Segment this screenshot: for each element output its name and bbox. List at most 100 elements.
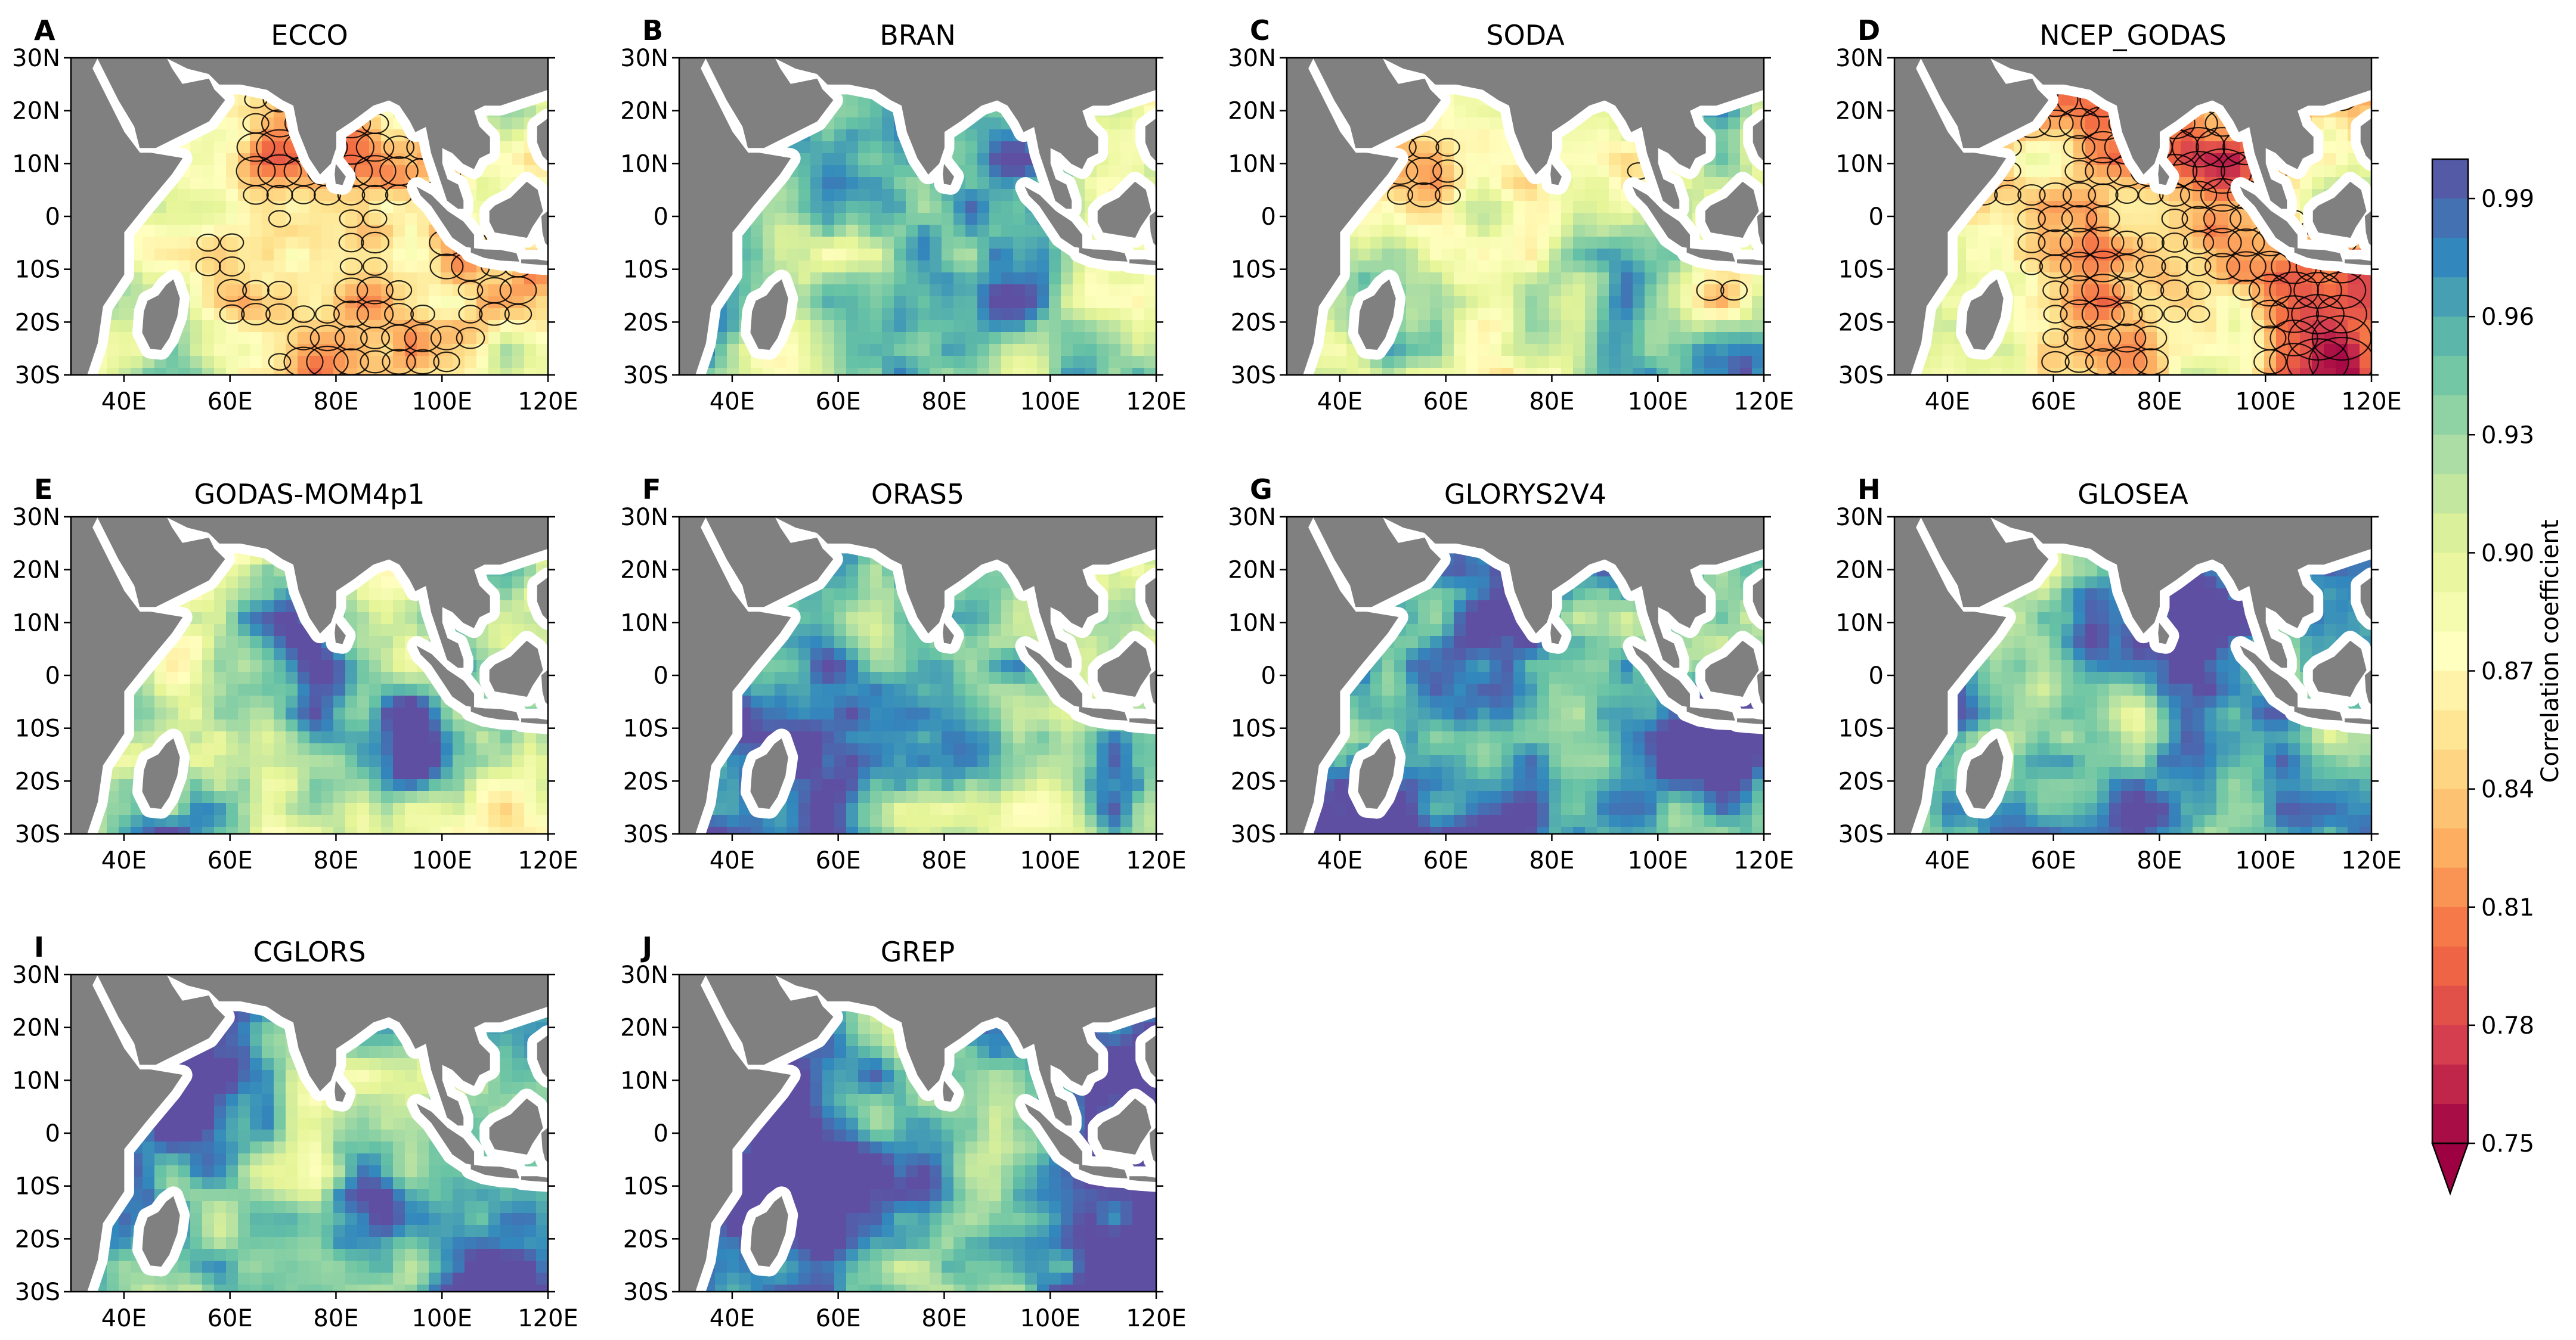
- field-cell: [834, 332, 847, 345]
- field-cell: [405, 249, 417, 261]
- field-cell: [953, 344, 966, 356]
- field-cell: [798, 141, 811, 154]
- contour-line: [361, 231, 389, 254]
- field-cell: [1645, 368, 1657, 375]
- field-cell: [1561, 272, 1574, 285]
- field-cell: [1144, 356, 1156, 368]
- field-cell: [1704, 272, 1717, 285]
- field-cell: [262, 368, 274, 375]
- field-cell: [2038, 356, 2050, 368]
- field-cell: [1085, 284, 1097, 297]
- field-cell: [1573, 284, 1586, 297]
- field-cell: [1418, 153, 1431, 166]
- field-cell: [1442, 356, 1454, 368]
- field-cell: [512, 284, 525, 297]
- field-cell: [500, 356, 513, 368]
- field-cell: [393, 368, 405, 375]
- field-cell: [1430, 225, 1442, 237]
- field-cell: [1668, 296, 1681, 309]
- field-cell: [1490, 356, 1502, 368]
- field-cell: [1692, 284, 1705, 297]
- field-cell: [441, 308, 453, 321]
- field-cell: [834, 284, 847, 297]
- field-cell: [798, 189, 811, 201]
- field-cell: [321, 213, 334, 225]
- field-cell: [834, 129, 847, 142]
- field-cell: [2205, 237, 2217, 249]
- field-cell: [1037, 344, 1049, 356]
- field-cell: [1501, 189, 1514, 201]
- field-cell: [2014, 356, 2026, 368]
- field-cell: [476, 320, 489, 333]
- field-cell: [357, 201, 370, 213]
- field-cell: [1513, 213, 1526, 225]
- field-cell: [309, 296, 322, 309]
- field-cell: [2169, 368, 2181, 375]
- field-cell: [894, 225, 906, 237]
- field-cell: [965, 320, 978, 333]
- lat-tick-label: 30N: [620, 45, 668, 72]
- field-cell: [274, 356, 286, 368]
- field-cell: [2240, 332, 2253, 345]
- land-mass: [750, 279, 788, 350]
- field-cell: [286, 308, 298, 321]
- field-cell: [1525, 189, 1538, 201]
- field-cell: [1073, 368, 1085, 375]
- field-cell: [131, 356, 143, 368]
- field-cell: [1692, 296, 1705, 309]
- field-cell: [751, 356, 763, 368]
- field-cell: [1657, 272, 1669, 285]
- contour-line: [504, 303, 532, 325]
- field-cell: [1144, 284, 1156, 297]
- field-cell: [1037, 237, 1049, 249]
- field-cell: [2216, 213, 2229, 225]
- field-cell: [178, 344, 191, 356]
- panel-letter: C: [1250, 14, 1270, 46]
- field-cell: [2061, 356, 2074, 368]
- field-cell: [1073, 332, 1085, 345]
- field-cell: [1418, 225, 1431, 237]
- field-cell: [226, 117, 239, 130]
- field-cell: [166, 237, 179, 249]
- field-cell: [2121, 213, 2134, 225]
- field-cell: [834, 213, 847, 225]
- field-cell: [763, 260, 775, 273]
- field-cell: [512, 344, 525, 356]
- field-cell: [1573, 153, 1586, 166]
- field-cell: [1501, 320, 1514, 333]
- field-cell: [894, 320, 906, 333]
- field-cell: [1668, 272, 1681, 285]
- field-cell: [1144, 332, 1156, 345]
- field-cell: [1942, 332, 1955, 345]
- field-cell: [333, 201, 346, 213]
- field-cell: [1645, 260, 1657, 273]
- lat-tick-label: 0: [654, 203, 668, 231]
- field-cell: [834, 260, 847, 273]
- panel-letter: D: [1857, 14, 1880, 46]
- land-mass: [489, 181, 543, 238]
- field-cell: [381, 225, 394, 237]
- field-cell: [1978, 237, 1990, 249]
- field-cell: [870, 320, 883, 333]
- field-cell: [965, 225, 978, 237]
- field-cell: [453, 368, 465, 375]
- contour-line: [2185, 256, 2212, 277]
- field-cell: [1132, 320, 1145, 333]
- field-cell: [238, 141, 250, 154]
- field-cell: [965, 201, 978, 213]
- field-cell: [536, 320, 548, 333]
- contour-line: [2059, 275, 2100, 306]
- field-cell: [1573, 249, 1586, 261]
- field-cell: [1573, 201, 1586, 213]
- field-cell: [1370, 368, 1383, 375]
- field-cell: [1549, 332, 1562, 345]
- field-cell: [1442, 249, 1454, 261]
- field-cell: [1073, 284, 1085, 297]
- field-cell: [918, 249, 930, 261]
- field-cell: [333, 356, 346, 368]
- field-cell: [465, 332, 477, 345]
- field-cell: [1466, 201, 1478, 213]
- field-cell: [238, 356, 250, 368]
- field-cell: [2073, 284, 2086, 297]
